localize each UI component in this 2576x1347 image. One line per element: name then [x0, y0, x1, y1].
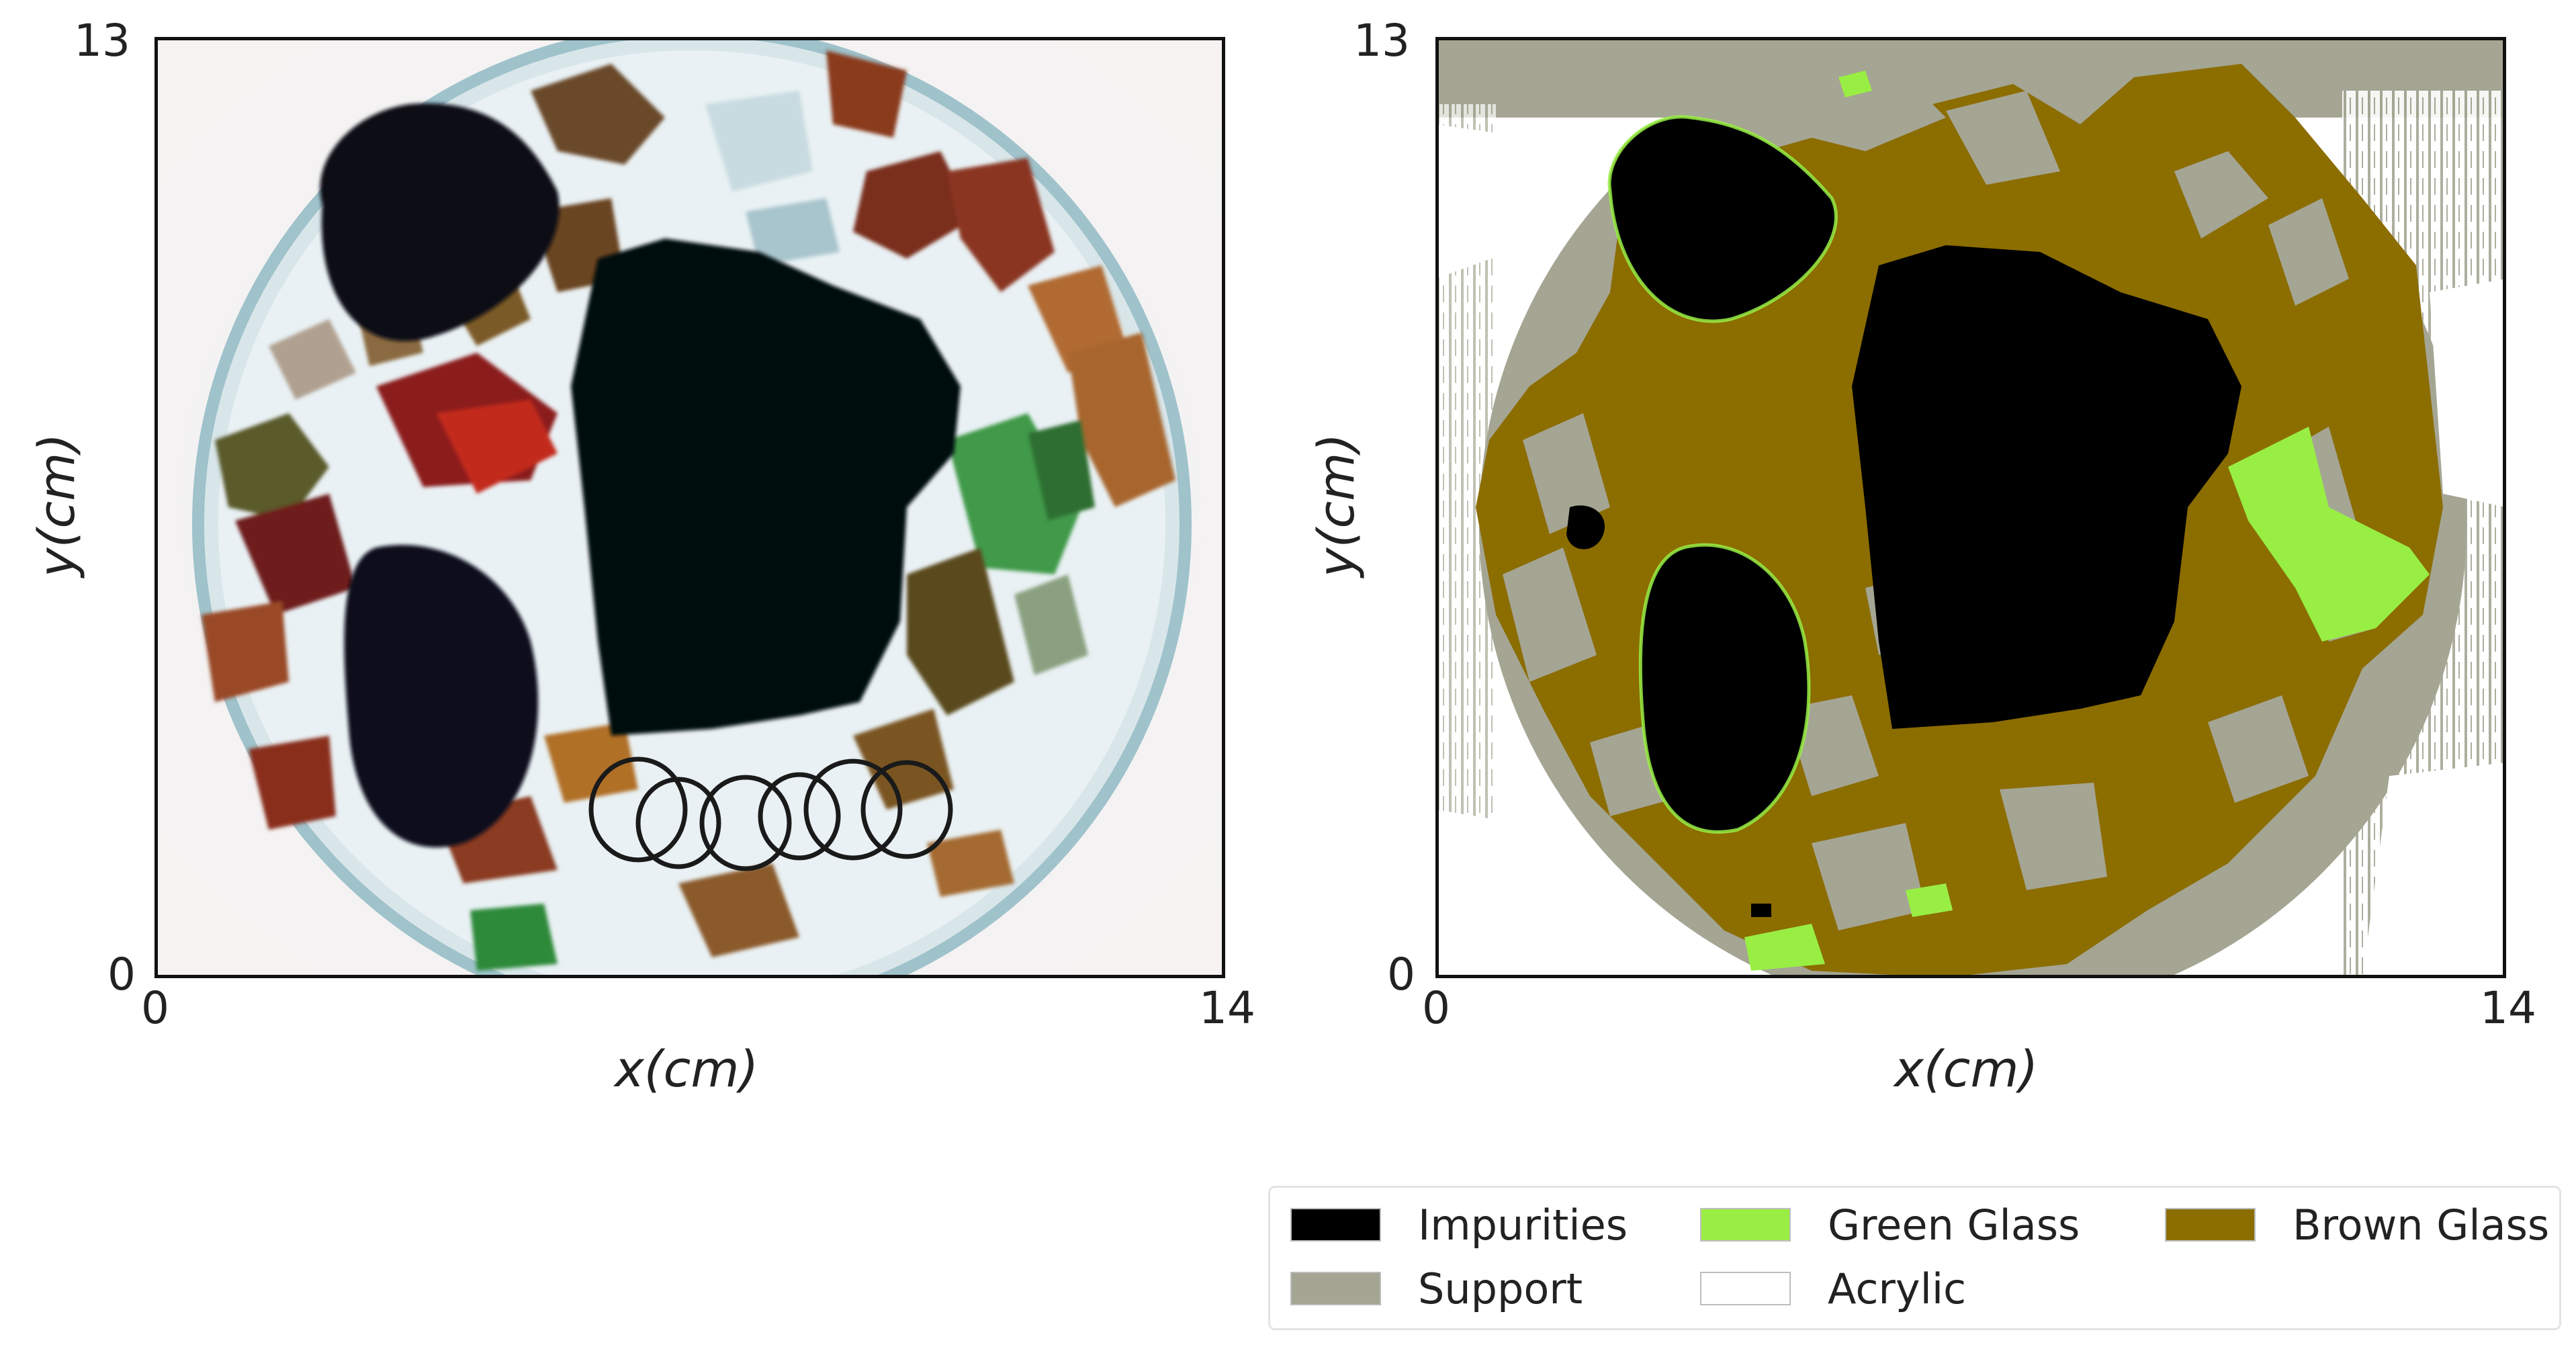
legend-swatch-brown-glass: [2165, 1208, 2256, 1242]
legend-swatch-impurities: [1290, 1208, 1381, 1242]
legend-swatch-green-glass: [1700, 1208, 1791, 1242]
left-photo-panel: [154, 37, 1225, 978]
right-y-min-tick: 0: [1387, 949, 1415, 1000]
legend-label-acrylic: Acrylic: [1828, 1264, 1967, 1313]
legend-swatch-support: [1290, 1272, 1381, 1305]
legend-item-support: Support: [1290, 1264, 1583, 1313]
legend-item-green-glass: Green Glass: [1700, 1200, 2080, 1250]
classification-map: [1435, 37, 2506, 978]
left-y-axis-label: y(cm): [28, 433, 86, 578]
right-x-axis-label: x(cm): [1894, 1041, 2039, 1098]
legend-item-impurities: Impurities: [1290, 1200, 1628, 1250]
left-x-max-tick: 14: [1199, 982, 1255, 1034]
right-y-axis-label: y(cm): [1308, 433, 1366, 578]
legend-label-support: Support: [1418, 1264, 1583, 1313]
left-y-max-tick: 13: [74, 15, 130, 67]
left-y-min-tick: 0: [107, 949, 136, 1000]
legend-item-acrylic: Acrylic: [1700, 1264, 1967, 1313]
right-classification-panel: [1435, 37, 2506, 978]
left-x-min-tick: 0: [141, 982, 169, 1034]
right-y-max-tick: 13: [1353, 15, 1410, 67]
legend-swatch-acrylic: [1700, 1272, 1791, 1305]
right-x-max-tick: 14: [2480, 982, 2536, 1034]
legend-label-brown-glass: Brown Glass: [2293, 1200, 2550, 1250]
legend-item-brown-glass: Brown Glass: [2165, 1200, 2550, 1250]
sample-photo: [154, 37, 1225, 978]
left-x-axis-label: x(cm): [615, 1041, 759, 1098]
legend-label-impurities: Impurities: [1418, 1200, 1628, 1250]
right-x-min-tick: 0: [1422, 982, 1450, 1034]
legend-label-green-glass: Green Glass: [1828, 1200, 2080, 1250]
legend: Impurities Green Glass Brown Glass Suppo…: [1268, 1186, 2561, 1330]
